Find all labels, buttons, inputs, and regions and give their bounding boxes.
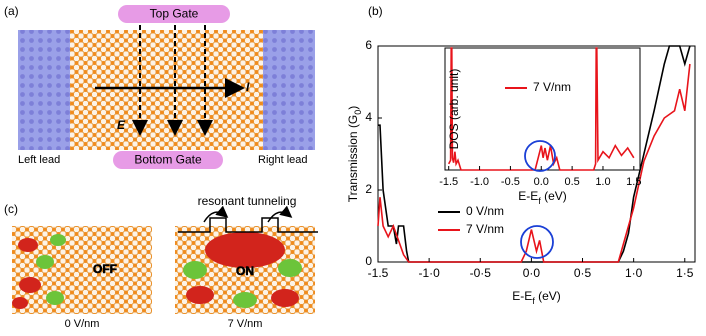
panel-label: (c) [4, 202, 18, 216]
top-gate-label: Top Gate [150, 7, 199, 21]
axis-label-part: (eV) [541, 189, 567, 203]
right-lead-label: Right lead [258, 154, 308, 166]
tunnel-arrow [203, 205, 229, 223]
caption: 0 V/nm [65, 318, 100, 330]
y-tick-label: 2 [365, 182, 372, 196]
axis-label-part: ) [346, 106, 360, 110]
main-chart: 0 V/nm 7 V/nm -1.5 -1·0 -0·5 0·0 0·5 1·0 1·5 0 2 4 6… [346, 38, 696, 306]
state-label: ON [236, 264, 254, 278]
y-tick-label: 4 [365, 110, 372, 124]
field-label: E [117, 118, 126, 132]
x-tick-label: -1.5 [368, 266, 389, 280]
axis-label: E-Ef (eV) [512, 289, 561, 306]
x-tick-label: 0.5 [564, 176, 579, 188]
bottom-gate [113, 151, 223, 169]
x-tick-label: 1.0 [595, 176, 610, 188]
legend-label: 7 V/nm [533, 80, 571, 94]
x-tick-label: 0.0 [534, 176, 549, 188]
caption: 7 V/nm [228, 318, 263, 330]
axis-label-part: (eV) [535, 289, 561, 303]
x-tick-label: -1.5 [439, 176, 458, 188]
x-tick-label: 1·5 [676, 266, 694, 280]
barrier [178, 217, 318, 233]
left-lead-label: Left lead [18, 154, 60, 166]
field-lines [132, 25, 213, 136]
x-tick-label: 1.5 [626, 176, 641, 188]
bottom-gate-label: Bottom Gate [134, 153, 202, 167]
state-label: OFF [93, 262, 117, 276]
legend-label: 0 V/nm [466, 204, 504, 218]
x-tick-label: -1.0 [470, 176, 489, 188]
x-tick-label: 0·0 [523, 266, 541, 280]
legend-label: 7 V/nm [466, 222, 504, 236]
axis-label-part: E-E [512, 289, 532, 303]
highlight-circle [524, 140, 556, 172]
series-line [377, 63, 691, 263]
panel-label: (b) [368, 4, 383, 18]
left-lead [18, 30, 70, 150]
channel [70, 30, 263, 150]
top-gate [118, 5, 230, 23]
current-label: I [246, 80, 250, 94]
axis-label-part: 0 [353, 110, 363, 115]
x-tick-label: 1·0 [625, 266, 643, 280]
axis-label: E-Ef (eV) [518, 189, 567, 206]
y-tick-label: 0 [365, 254, 372, 268]
panel-label: (a) [4, 4, 19, 18]
y-tick-label: 6 [365, 38, 372, 52]
right-lead [263, 30, 315, 150]
x-tick-label: 0·5 [574, 266, 592, 280]
axis-label-part: Transmission (G [346, 115, 360, 203]
axis-label-part: E-E [518, 189, 538, 203]
wavefunction-on [183, 232, 302, 308]
annotation: resonant tunneling [198, 194, 297, 208]
axis-label: DOS (arb. unit) [447, 69, 461, 150]
tunnel-arrow [267, 205, 293, 223]
x-tick-label: -0.5 [501, 176, 520, 188]
inset-chart: 7 V/nm -1.5 -1.0 -0.5 0.0 0.5 1.0 1.5 E-Ef (eV) D… [439, 47, 641, 206]
wavefunction-off [12, 234, 66, 309]
highlight-circle [520, 225, 554, 259]
axis-label-part: f [538, 196, 541, 206]
series-line [447, 47, 635, 171]
x-tick-label: -1·0 [418, 266, 440, 280]
axis-label: Transmission (G0) [346, 106, 363, 203]
axis-label-part: f [532, 296, 535, 306]
axis-label-part: DOS (arb. unit) [447, 69, 461, 150]
x-tick-label: -0·5 [470, 266, 492, 280]
